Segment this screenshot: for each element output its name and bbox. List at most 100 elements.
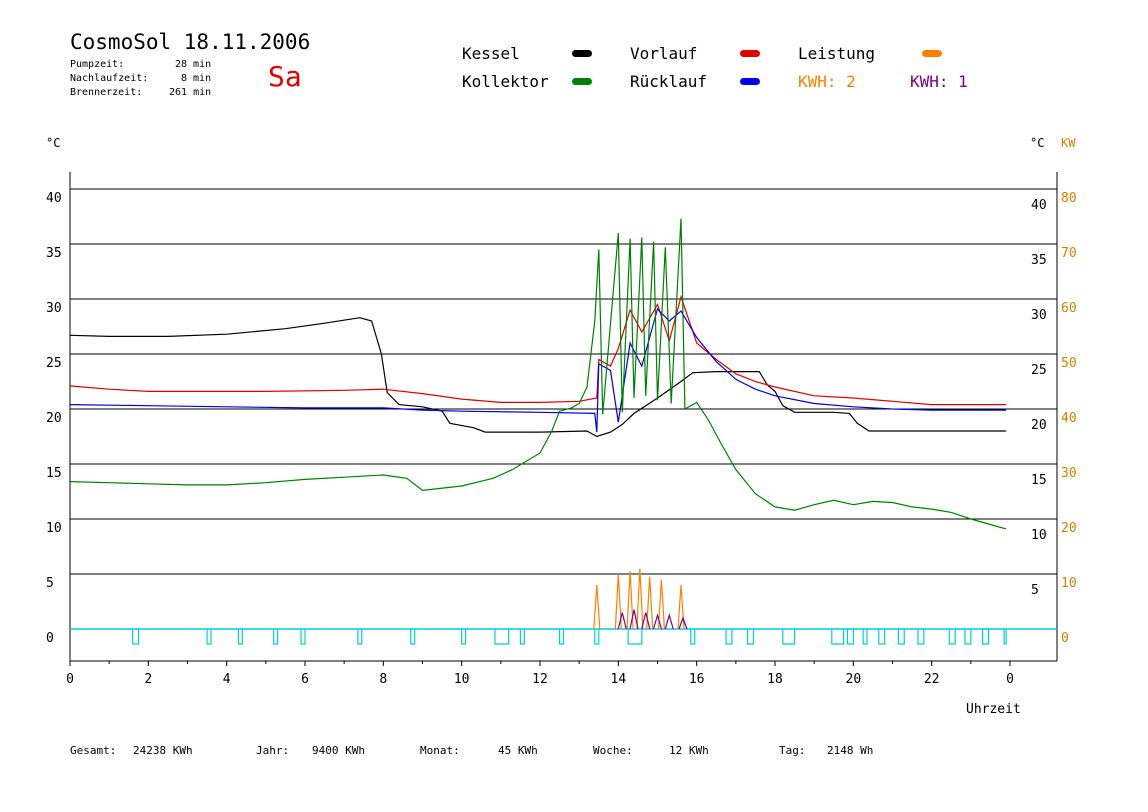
y-tick-label-right-c: 15: [1031, 473, 1047, 488]
footer-woche-value: 12 KWh: [669, 744, 709, 757]
legend-vorlauf-swatch: [740, 50, 760, 57]
legend-ruecklauf-swatch: [740, 78, 760, 85]
legend-kollektor-label: Kollektor: [462, 72, 549, 91]
y-tick-label-left: 25: [46, 356, 62, 371]
x-tick-label: 22: [924, 672, 940, 687]
legend-vorlauf-label: Vorlauf: [630, 44, 698, 63]
x-tick-label: 0: [1006, 672, 1014, 687]
legend-leistung-swatch: [922, 50, 942, 57]
y-tick-label-right-kw: 20: [1061, 521, 1077, 536]
pump-pulse: [831, 629, 845, 645]
footer-gesamt-label: Gesamt:: [70, 744, 117, 757]
series-line-kessel: [69, 317, 1007, 438]
stat-value-nachlaufzeit: 8 min: [181, 73, 212, 84]
pump-pulse: [627, 629, 643, 645]
legend-leistung-label: Leistung: [798, 44, 876, 63]
pump-pulse: [558, 629, 565, 645]
pump-pulse: [782, 629, 796, 645]
pump-pulse: [594, 629, 600, 645]
pump-pulse: [846, 629, 854, 645]
x-tick-label: 4: [223, 672, 231, 687]
y-tick-label-right-c: 40: [1031, 198, 1047, 213]
x-tick-label: 18: [767, 672, 783, 687]
x-tick-label: 20: [846, 672, 862, 687]
x-tick-label: 14: [611, 672, 627, 687]
leistung-spike: [614, 573, 622, 630]
legend-kessel-swatch: [572, 50, 592, 57]
series-line-rcklauf: [69, 307, 1007, 433]
pump-pulse: [357, 629, 363, 645]
y-tick-label-right-kw: 30: [1061, 466, 1077, 481]
footer-jahr-value: 9400 KWh: [312, 744, 365, 757]
footer-gesamt-value: 24238 KWh: [133, 744, 193, 757]
weekday-label: Sa: [268, 60, 302, 93]
stat-label-brennerzeit: Brennerzeit:: [70, 87, 143, 98]
footer-monat-label: Monat:: [420, 744, 460, 757]
legend-kessel-label: Kessel: [462, 44, 520, 63]
kwh-spike: [652, 613, 663, 630]
stat-label-pumpzeit: Pumpzeit:: [70, 59, 125, 70]
legend-kwh-orange-label: KWH: 2: [798, 72, 856, 91]
kwh-spike: [678, 616, 688, 630]
pump-pulse: [206, 629, 212, 645]
x-tick-label: 16: [689, 672, 705, 687]
pump-pulse: [461, 629, 467, 645]
kwh-spike: [664, 613, 674, 630]
y-tick-label-right-c: 10: [1031, 528, 1047, 543]
right-axis-unit-c: °C: [1030, 136, 1045, 150]
pump-pulse: [948, 629, 956, 645]
legend-kollektor-swatch: [572, 78, 592, 85]
legend-kwh-purple-label: KWH: 1: [910, 72, 968, 91]
pump-pulse: [494, 629, 510, 645]
leistung-spike: [677, 584, 685, 630]
pump-pulse: [519, 629, 525, 645]
leistung-spike: [636, 568, 644, 630]
y-tick-label-left: 35: [46, 246, 62, 261]
y-tick-label-left: 5: [46, 576, 54, 591]
chart-title: CosmoSol 18.11.2006: [70, 30, 311, 54]
pump-pulse: [273, 629, 279, 645]
pump-pulse: [917, 629, 925, 645]
y-tick-label-right-kw: 40: [1061, 411, 1077, 426]
y-tick-label-left: 0: [46, 631, 54, 646]
stat-label-nachlaufzeit: Nachlaufzeit:: [70, 73, 149, 84]
x-tick-label: 6: [301, 672, 309, 687]
pump-pulse: [862, 629, 868, 645]
x-tick-label: 12: [532, 672, 548, 687]
footer-tag-label: Tag:: [779, 744, 806, 757]
pump-pulse: [410, 629, 416, 645]
footer-tag-value: 2148 Wh: [827, 744, 874, 757]
pump-pulse: [746, 629, 755, 645]
series-line-kollektor: [69, 218, 1007, 530]
kwh-spike: [641, 612, 651, 630]
pump-pulse: [300, 629, 306, 645]
kwh-spike: [629, 609, 639, 630]
y-tick-label-left: 30: [46, 301, 62, 316]
y-tick-label-left: 15: [46, 466, 62, 481]
y-tick-label-right-c: 5: [1031, 583, 1039, 598]
y-tick-label-left: 10: [46, 521, 62, 536]
y-tick-label-right-kw: 80: [1061, 191, 1077, 206]
y-tick-label-left: 40: [46, 191, 62, 206]
leistung-spike: [593, 584, 601, 630]
y-tick-label-right-kw: 50: [1061, 356, 1077, 371]
y-tick-label-right-kw: 70: [1061, 246, 1077, 261]
leistung-spike: [626, 571, 634, 630]
x-tick-label: 2: [144, 672, 152, 687]
y-tick-label-right-c: 25: [1031, 363, 1047, 378]
kwh-spike: [617, 612, 627, 630]
stat-value-pumpzeit: 28 min: [175, 59, 212, 70]
right-axis-unit-kw: KW: [1061, 136, 1076, 150]
pump-pulse: [981, 629, 990, 645]
pump-pulse: [1003, 629, 1007, 645]
leistung-spike: [646, 576, 654, 630]
x-axis-title: Uhrzeit: [966, 702, 1021, 717]
y-tick-label-left: 20: [46, 411, 62, 426]
y-tick-label-right-kw: 10: [1061, 576, 1077, 591]
pump-pulse: [964, 629, 972, 645]
leistung-spike: [657, 579, 666, 630]
y-tick-label-right-kw: 60: [1061, 301, 1077, 316]
pump-pulse: [878, 629, 886, 645]
footer-jahr-label: Jahr:: [256, 744, 290, 757]
